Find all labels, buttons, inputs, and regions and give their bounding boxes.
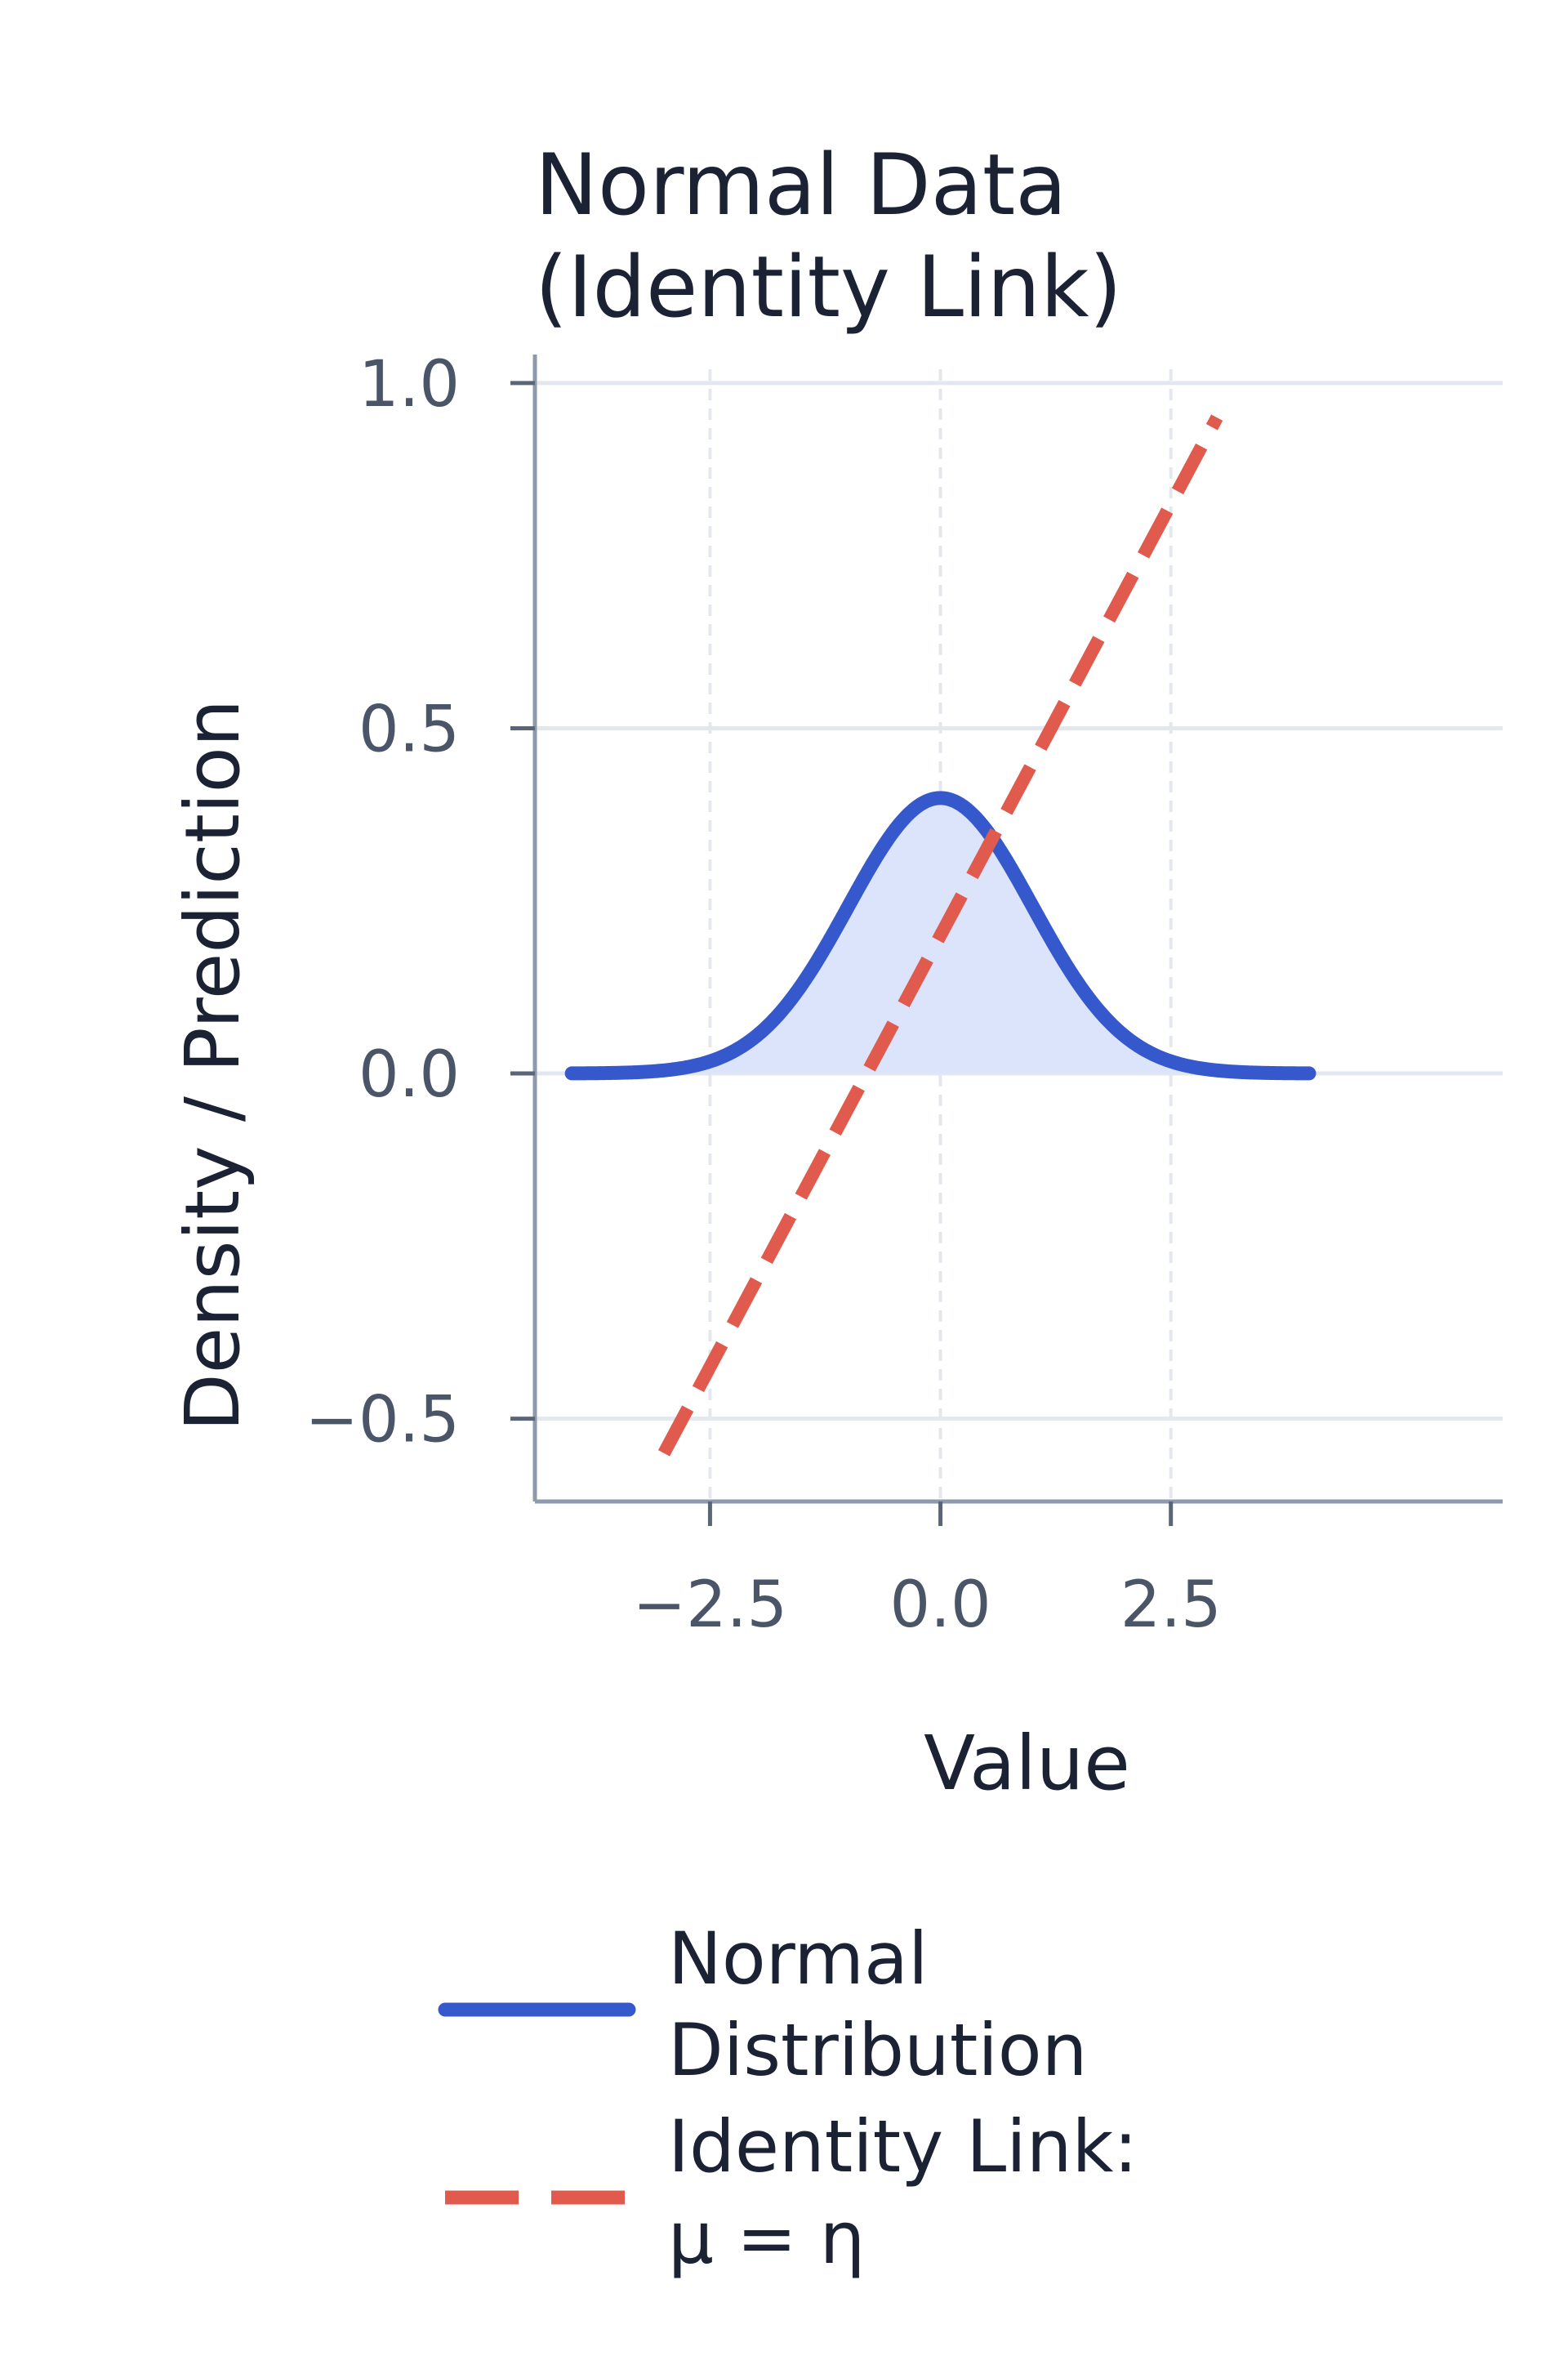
y-tick-label-3: 1.0 (359, 348, 460, 422)
series-line-1 (657, 414, 1223, 1457)
chart-text: −0.5 0.0 0.5 1.0 −2.5 0.0 2.5 Normal Data (Ident… (169, 136, 1222, 1807)
x-tick-label-0: −2.5 (633, 1568, 787, 1642)
legend-label-1: Identity Link: μ = η (668, 2104, 1138, 2280)
series-layer (564, 414, 1316, 1457)
x-tick-label-2: 2.5 (1120, 1568, 1222, 1642)
y-tick-label-0: −0.5 (305, 1384, 460, 1457)
x-tick-label-1: 0.0 (890, 1568, 991, 1642)
y-tick-label-2: 0.5 (359, 693, 460, 766)
x-axis-label: Value (924, 1720, 1130, 1807)
chart-title: Normal Data (Identity Link) (535, 136, 1122, 337)
y-axis-label: Density / Prediction (169, 699, 256, 1431)
y-tick-label-1: 0.0 (359, 1038, 460, 1112)
series-line-0 (564, 791, 1316, 1081)
legend-label-0: Normal Distribution (668, 1916, 1087, 2092)
axes (510, 355, 1503, 1526)
